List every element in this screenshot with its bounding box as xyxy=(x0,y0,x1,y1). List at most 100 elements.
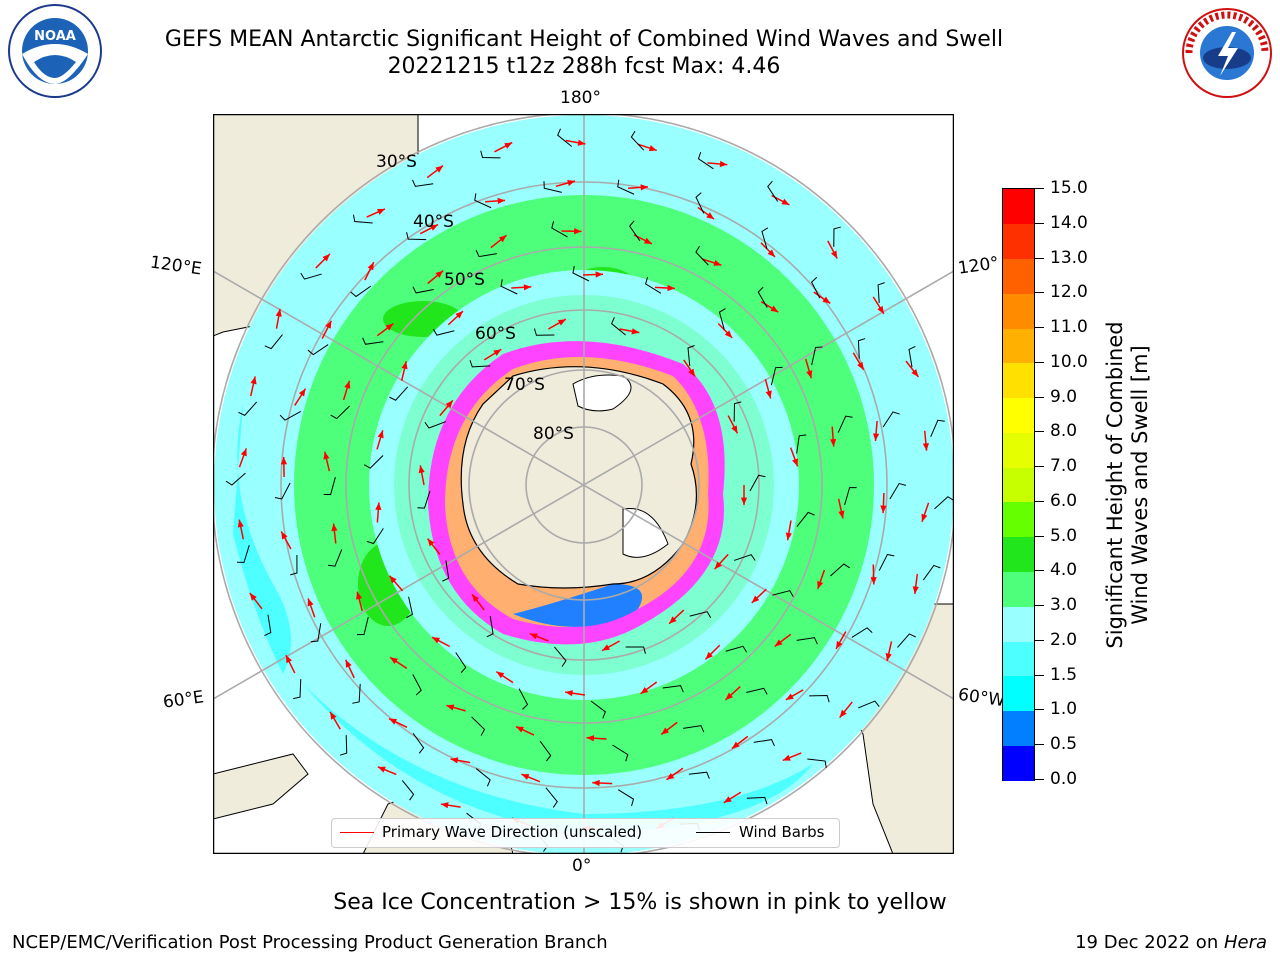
wind-barb xyxy=(572,265,590,282)
wave-direction-arrowhead xyxy=(872,433,880,441)
wave-direction-arrowhead xyxy=(446,704,455,711)
wind-barb xyxy=(518,688,529,710)
wave-direction-arrowhead xyxy=(472,594,479,603)
credit-right: 19 Dec 2022 on Hera xyxy=(1075,932,1267,953)
colorbar-tick-label: 6.0 xyxy=(1050,490,1078,511)
wind-barb xyxy=(480,150,501,159)
wind-barb xyxy=(688,771,710,779)
wind-barb xyxy=(733,554,756,561)
wave-direction-arrowhead xyxy=(557,319,566,326)
colorbar-segment xyxy=(1003,606,1034,642)
wave-direction-arrowhead xyxy=(774,639,783,647)
lat-label-30s: 30°S xyxy=(376,152,417,172)
colorbar-tick xyxy=(1035,535,1044,537)
wind-barb xyxy=(406,596,413,619)
wind-barb xyxy=(554,646,567,667)
wind-barb xyxy=(695,192,705,214)
lon-label-120e: 120°E xyxy=(148,252,203,280)
wind-barb xyxy=(810,276,821,299)
wind-barb xyxy=(310,623,322,643)
wave-direction-arrowhead xyxy=(298,388,306,397)
colorbar-tick-label: 3.0 xyxy=(1050,595,1078,616)
credit-date: 19 Dec 2022 on xyxy=(1075,932,1224,953)
wave-direction-arrowhead xyxy=(401,361,408,370)
wave-direction-arrowhead xyxy=(723,796,732,803)
wind-barb xyxy=(770,366,783,386)
lat-label-80s: 80°S xyxy=(533,424,574,444)
wave-direction-arrowhead xyxy=(307,598,314,607)
wave-direction-arrowhead xyxy=(751,595,760,603)
wave-direction-arrowhead xyxy=(782,754,791,761)
wind-barb xyxy=(922,564,941,581)
wind-barb xyxy=(424,421,447,429)
wave-direction-arrowhead xyxy=(595,271,604,278)
wind-barb xyxy=(274,482,291,500)
wind-barb xyxy=(455,652,467,674)
noaa-text: NOAA xyxy=(34,29,76,44)
wind-barb xyxy=(625,646,646,654)
wave-direction-arrowhead xyxy=(515,726,524,733)
wave-direction-arrowhead xyxy=(565,690,573,697)
map-frame xyxy=(213,114,954,854)
wave-direction-arrowhead xyxy=(586,735,595,742)
wave-direction-arrowhead xyxy=(450,757,459,764)
wind-barb xyxy=(753,739,775,747)
colorbar-tick xyxy=(1035,396,1044,398)
wind-barb xyxy=(767,180,779,202)
colorbar-tick-label: 2.0 xyxy=(1050,629,1078,650)
colorbar-tick xyxy=(1035,674,1044,676)
wind-barb xyxy=(406,232,427,241)
wind-barb xyxy=(500,279,518,295)
polar-map[interactable] xyxy=(213,114,954,854)
colorbar-tick xyxy=(1035,639,1044,641)
colorbar-segment xyxy=(1003,710,1034,746)
colorbar-segment xyxy=(1003,745,1034,781)
wave-direction-arrowhead xyxy=(785,532,792,541)
colorbar-tick-label: 15.0 xyxy=(1050,178,1088,198)
wind-barb xyxy=(471,716,486,736)
colorbar-tick xyxy=(1035,188,1044,189)
wind-barb xyxy=(290,554,298,576)
wave-direction-arrowhead xyxy=(731,425,738,434)
wave-direction-arrowhead xyxy=(714,561,722,570)
wind-barb xyxy=(809,694,830,703)
wave-direction-arrowhead xyxy=(385,323,394,331)
wind-barb xyxy=(539,740,552,762)
wave-direction-arrowhead xyxy=(498,235,507,243)
colorbar-segment xyxy=(1003,258,1034,294)
lon-label-0: 0° xyxy=(572,856,592,876)
wave-direction-arrowhead xyxy=(331,523,338,532)
wind-barb xyxy=(930,419,945,437)
wind-barb xyxy=(851,627,873,638)
wave-direction-arrowhead xyxy=(648,145,657,152)
wind-barb xyxy=(617,789,635,807)
wind-barb xyxy=(772,590,794,597)
wind-barb xyxy=(689,611,712,618)
wave-direction-arrowhead xyxy=(523,284,532,291)
wave-direction-arrowhead xyxy=(806,370,813,379)
wave-direction-arrowhead xyxy=(376,208,385,215)
colorbar-tick xyxy=(1035,431,1044,433)
wave-direction-arrowhead xyxy=(666,772,675,780)
wave-direction-arrowhead xyxy=(432,637,441,644)
wave-direction-arrowhead xyxy=(367,262,374,271)
wind-barb xyxy=(533,328,555,336)
wave-direction-arrowhead xyxy=(817,580,824,589)
colorbar-tick-label: 1.5 xyxy=(1050,664,1078,685)
wave-direction-arrowhead xyxy=(389,575,397,584)
wind-barb xyxy=(236,545,250,563)
wind-barb xyxy=(474,193,492,209)
wave-direction-arrowhead xyxy=(857,361,864,370)
colorbar-tick-label: 9.0 xyxy=(1050,386,1078,407)
wind-barb xyxy=(687,345,695,366)
wave-direction-arrowhead xyxy=(731,741,740,749)
wave-direction-arrowhead xyxy=(830,250,838,259)
wave-field-cyan-patch-west xyxy=(233,404,291,674)
colorbar-tick-label: 8.0 xyxy=(1050,421,1078,442)
wave-direction-arrowhead xyxy=(836,640,843,649)
wave-direction-arrowhead xyxy=(640,686,649,694)
wind-barb xyxy=(934,496,954,510)
wave-direction-arrowhead xyxy=(389,718,397,725)
wind-barb xyxy=(432,328,455,336)
wave-direction-arrowhead xyxy=(877,305,884,314)
